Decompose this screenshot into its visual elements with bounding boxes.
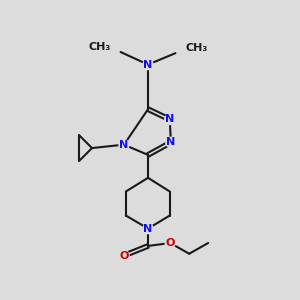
Text: O: O [119,250,129,261]
Text: N: N [143,224,153,234]
Text: N: N [119,140,129,150]
Text: CH₃: CH₃ [186,44,208,53]
Circle shape [143,224,153,234]
Text: O: O [166,238,175,248]
Text: CH₃: CH₃ [88,42,110,52]
Circle shape [166,137,176,147]
Circle shape [165,238,175,248]
Circle shape [119,250,129,261]
Circle shape [165,114,175,124]
Text: N: N [166,137,176,147]
Text: N: N [165,115,174,124]
Text: N: N [143,60,153,70]
Circle shape [143,60,153,70]
Circle shape [119,140,129,150]
